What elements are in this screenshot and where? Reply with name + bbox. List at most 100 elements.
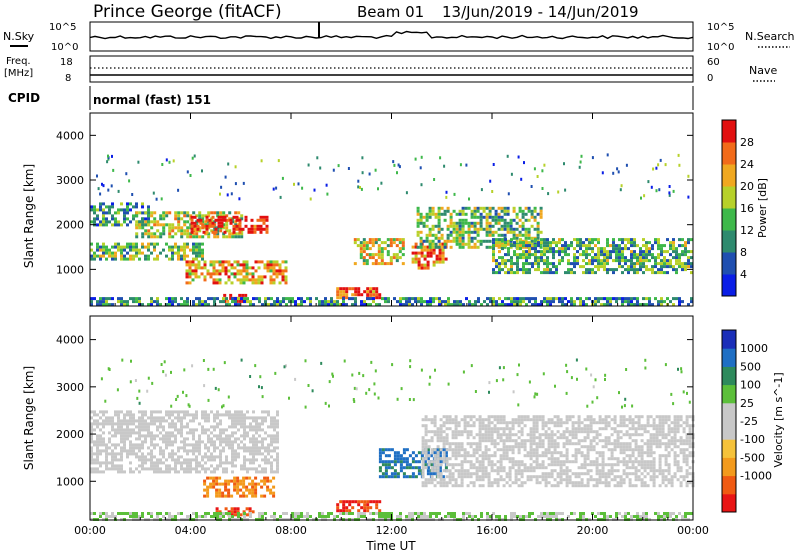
data-cell — [429, 254, 433, 258]
data-cell — [565, 478, 569, 482]
data-cell — [207, 297, 210, 301]
data-cell — [225, 226, 229, 230]
data-cell — [618, 244, 621, 248]
data-cell — [141, 413, 144, 417]
data-cell — [543, 244, 546, 248]
data-cell — [99, 192, 102, 196]
data-cell — [479, 224, 483, 228]
data-cell — [445, 457, 449, 461]
data-cell — [604, 478, 608, 482]
data-cell — [491, 224, 495, 228]
data-cell — [156, 434, 159, 438]
data-cell — [141, 455, 144, 459]
data-cell — [336, 296, 340, 300]
data-cell — [561, 297, 564, 301]
data-cell — [249, 458, 252, 462]
data-cell — [634, 442, 638, 446]
data-cell — [609, 303, 612, 307]
data-cell — [497, 218, 501, 222]
data-cell — [232, 230, 236, 234]
data-cell — [269, 281, 273, 285]
data-cell — [414, 242, 418, 246]
data-cell — [171, 452, 174, 456]
data-cell — [336, 503, 340, 507]
data-cell — [99, 205, 102, 209]
data-cell — [643, 430, 647, 434]
data-cell — [99, 208, 102, 212]
data-cell — [374, 253, 378, 257]
data-cell — [380, 256, 384, 260]
data-cell — [174, 226, 178, 230]
data-cell — [374, 262, 378, 266]
data-cell — [685, 421, 689, 425]
data-cell — [447, 303, 450, 307]
data-cell — [520, 421, 524, 425]
data-cell — [481, 484, 485, 488]
data-cell — [372, 300, 375, 304]
data-cell — [258, 446, 261, 450]
data-cell — [547, 463, 551, 467]
data-cell — [153, 223, 157, 227]
data-cell — [405, 460, 409, 464]
data-cell — [90, 303, 93, 307]
data-cell — [183, 248, 186, 252]
data-cell — [450, 303, 453, 307]
data-cell — [209, 272, 213, 276]
data-cell — [273, 303, 276, 307]
data-cell — [249, 461, 252, 465]
data-cell — [147, 217, 150, 221]
data-cell — [378, 475, 382, 479]
data-cell — [225, 434, 228, 438]
data-cell — [159, 437, 162, 441]
data-cell — [607, 484, 611, 488]
data-cell — [457, 421, 461, 425]
data-cell — [559, 472, 563, 476]
data-cell — [399, 463, 403, 467]
data-cell — [616, 445, 620, 449]
data-cell — [150, 443, 153, 447]
data-cell — [502, 430, 506, 434]
data-cell — [278, 281, 282, 285]
data-cell — [354, 303, 357, 307]
data-cell — [93, 297, 96, 301]
data-cell — [676, 478, 680, 482]
data-cell — [250, 227, 254, 231]
data-cell — [646, 442, 650, 446]
data-cell — [228, 416, 231, 420]
data-cell — [612, 238, 615, 242]
data-cell — [603, 297, 606, 301]
data-cell — [469, 430, 473, 434]
data-cell — [469, 433, 473, 437]
data-cell — [141, 235, 145, 239]
data-cell — [451, 436, 455, 440]
data-cell — [428, 233, 432, 237]
data-cell — [150, 235, 154, 239]
data-cell — [567, 268, 570, 272]
data-cell — [371, 256, 375, 260]
data-cell — [99, 449, 102, 453]
data-cell — [246, 416, 249, 420]
data-cell — [681, 250, 684, 254]
data-cell — [272, 272, 276, 276]
data-cell — [204, 419, 207, 423]
data-cell — [535, 460, 539, 464]
data-cell — [565, 439, 569, 443]
data-cell — [198, 254, 201, 258]
data-cell — [676, 439, 680, 443]
data-cell — [165, 467, 168, 471]
data-cell — [255, 419, 258, 423]
data-cell — [601, 451, 605, 455]
nave-label: Nave — [749, 64, 777, 77]
data-cell — [138, 434, 141, 438]
data-cell — [519, 253, 522, 257]
data-cell — [592, 430, 596, 434]
data-cell — [502, 439, 506, 443]
data-cell — [505, 439, 509, 443]
data-cell — [393, 469, 397, 473]
data-cell — [595, 421, 599, 425]
data-cell — [359, 253, 363, 257]
data-cell — [348, 297, 351, 301]
data-cell — [207, 214, 211, 218]
data-cell — [171, 235, 175, 239]
data-cell — [679, 436, 683, 440]
